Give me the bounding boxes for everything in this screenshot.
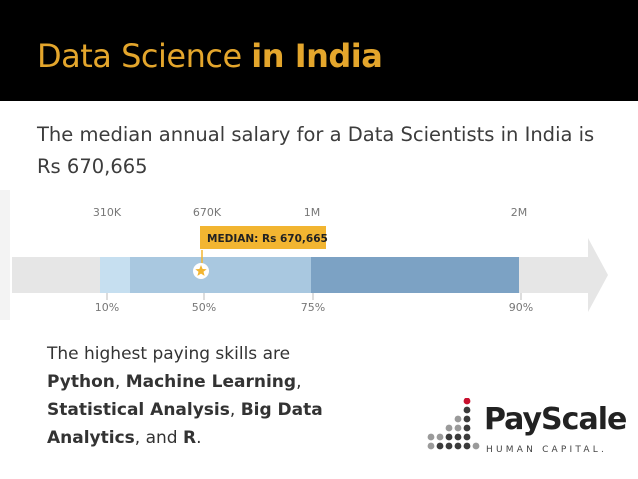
skills-separator: , and bbox=[134, 428, 183, 448]
percentile-label: 10% bbox=[95, 301, 119, 314]
skill-statistical-analysis: Statistical Analysis bbox=[47, 400, 230, 420]
skills-separator: , bbox=[296, 372, 302, 392]
top-tick-label: 310K bbox=[93, 206, 122, 219]
bar-segment-p25-p75 bbox=[130, 257, 311, 293]
salary-percentile-chart: 310K 670K 1M 2M 10% 50% 75% 90% MEDIAN: Rs 670… bbox=[0, 190, 608, 320]
logo-tagline: HUMAN CAPITAL. bbox=[486, 445, 608, 455]
median-label: MEDIAN: Rs 670,665 bbox=[207, 233, 328, 245]
title-bold: in India bbox=[251, 37, 383, 75]
skill-big-data-analytics: Big Data Analytics bbox=[47, 400, 323, 448]
skills-end: . bbox=[196, 428, 202, 448]
payscale-dots-icon bbox=[427, 398, 480, 450]
skills-separator: , bbox=[229, 400, 241, 420]
payscale-logo: PayScale HUMAN CAPITAL. bbox=[426, 398, 627, 462]
skills-text: The highest paying skills are Python, Ma… bbox=[47, 340, 367, 452]
top-tick-label: 1M bbox=[304, 206, 321, 219]
median-callout bbox=[200, 226, 326, 249]
percentile-label: 90% bbox=[509, 301, 533, 314]
skill-machine-learning: Machine Learning bbox=[125, 372, 297, 392]
skill-r: R bbox=[183, 428, 197, 448]
logo-name: PayScale bbox=[484, 402, 627, 437]
percentile-label: 75% bbox=[301, 301, 325, 314]
percentile-label: 50% bbox=[192, 301, 216, 314]
skills-separator: , bbox=[114, 372, 126, 392]
intro-text: The median annual salary for a Data Scie… bbox=[37, 123, 595, 178]
page-title: Data Science in India bbox=[37, 37, 383, 75]
title-banner: Data Science in India bbox=[0, 0, 638, 101]
top-tick-label: 670K bbox=[193, 206, 222, 219]
skill-python: Python bbox=[47, 372, 115, 392]
chart-left-shade bbox=[0, 190, 10, 320]
star-icon bbox=[195, 265, 207, 276]
title-normal: Data Science bbox=[37, 37, 242, 75]
top-tick-label: 2M bbox=[511, 206, 528, 219]
bar-segment-p75-p90 bbox=[311, 257, 519, 293]
bar-segment-p10-p25 bbox=[100, 257, 130, 293]
skills-intro: The highest paying skills are bbox=[47, 344, 291, 364]
